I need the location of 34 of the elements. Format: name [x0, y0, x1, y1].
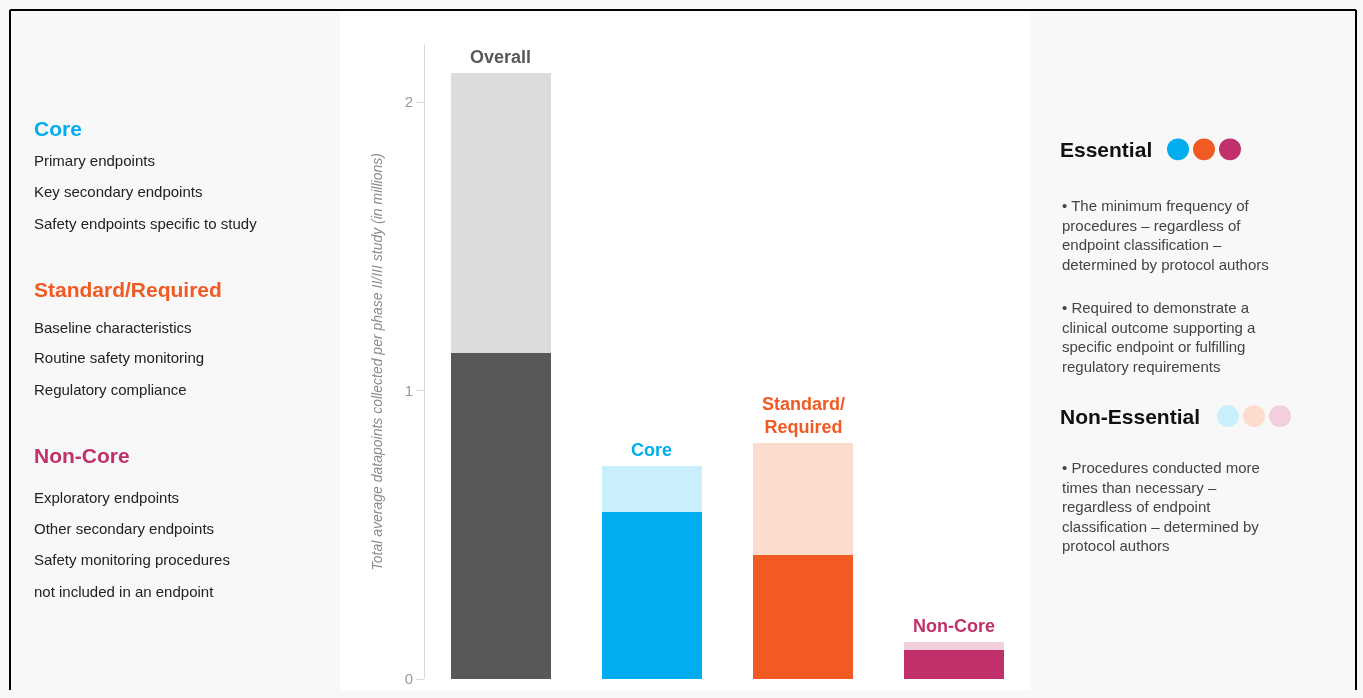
text: Safety endpoints specific to study — [34, 215, 258, 232]
text: • The minimum frequency of procedures – regardless of endpoint classification – determined by protocol authors — [1062, 197, 1269, 273]
text: Routine safety monitoring — [34, 349, 205, 366]
annotation: Non-Core — [913, 616, 995, 636]
text: • Procedures conducted more times than necessary – regardless of endpoint classification – determined by protocol authors — [1062, 459, 1260, 554]
text: Standard/Required — [34, 278, 222, 301]
bar — [450, 353, 551, 680]
text: not included in an endpoint — [34, 583, 215, 600]
text: Non-Core — [34, 444, 130, 467]
legend-label: Non-Essential — [1060, 405, 1201, 428]
text: Core — [34, 117, 82, 140]
legend-label: Essential — [1060, 138, 1153, 161]
annotation: Core — [631, 440, 673, 460]
bar — [601, 511, 702, 680]
y-tick-label: 1 — [404, 381, 413, 399]
text: Primary endpoints — [34, 152, 155, 169]
y-tick-label: 0 — [404, 670, 413, 688]
bar — [753, 555, 854, 680]
bar — [904, 641, 1005, 651]
y-axis-title: Total average datapoints collected per phase II/III study (in millions) — [369, 153, 386, 571]
annotation: Standard/Required — [762, 394, 846, 438]
bar — [753, 442, 854, 556]
text: Other secondary endpoints — [34, 520, 215, 537]
annotation: Overall — [470, 47, 532, 67]
text: Safety monitoring procedures — [34, 551, 230, 568]
bar — [601, 465, 702, 512]
y-tick-label: 2 — [404, 93, 413, 111]
text: • Required to demonstrate a clinical outcome supporting a specific endpoint or fulfilling regulatory requirements — [1062, 299, 1257, 375]
text: Baseline characteristics — [34, 319, 192, 336]
text: Regulatory compliance — [34, 381, 187, 398]
text: Key secondary endpoints — [34, 183, 203, 200]
bar — [904, 650, 1005, 680]
bar — [450, 73, 551, 354]
text: Exploratory endpoints — [34, 489, 180, 506]
